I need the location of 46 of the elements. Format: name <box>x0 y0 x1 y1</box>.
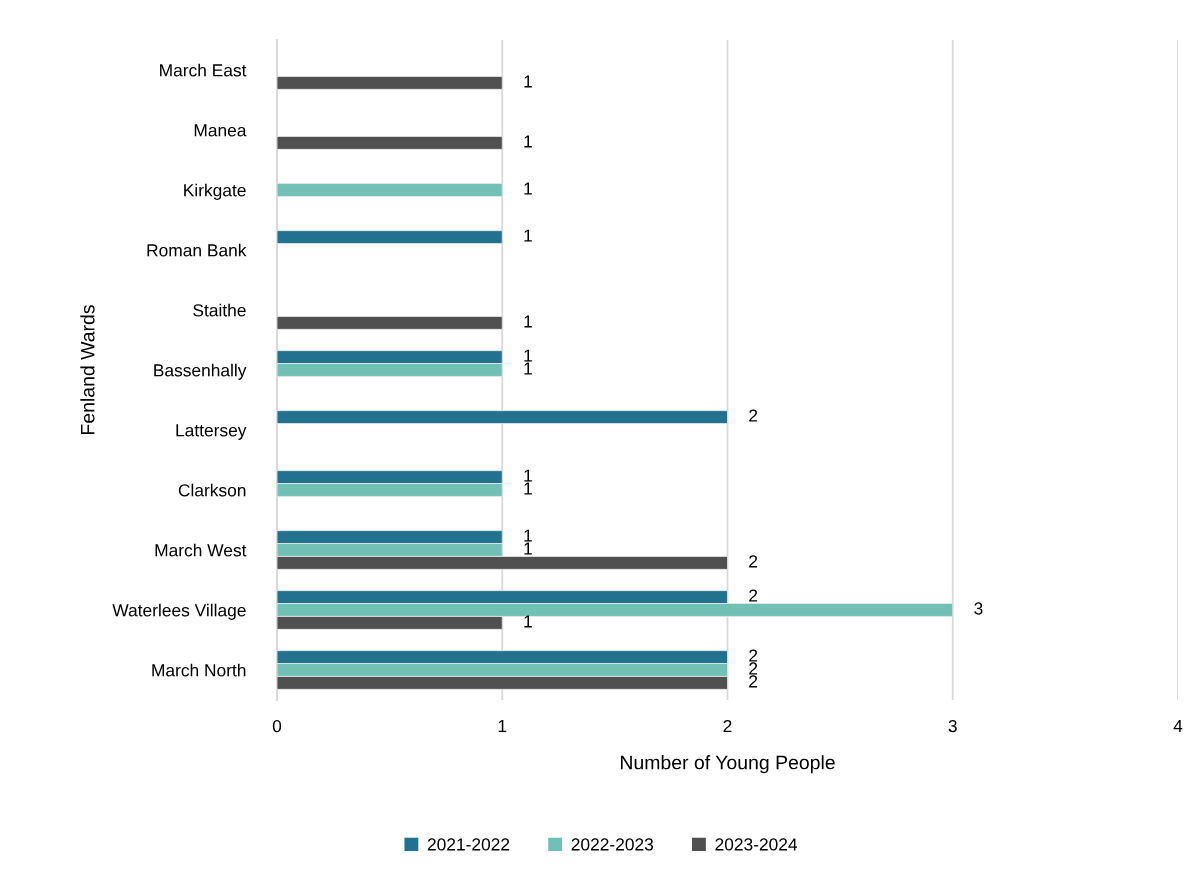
data-label: 1 <box>524 75 532 88</box>
y-tick-label: Bassenhally <box>154 363 247 380</box>
data-label: 1 <box>524 362 532 375</box>
x-tick-label: 1 <box>498 720 507 733</box>
data-label: 2 <box>749 662 758 675</box>
data-label: 1 <box>524 182 532 195</box>
data-label: 1 <box>524 229 532 242</box>
data-label: 3 <box>974 602 983 615</box>
data-label: 2 <box>749 555 758 568</box>
data-label: 1 <box>524 542 532 555</box>
y-tick-label: Roman Bank <box>147 243 247 257</box>
data-label: 2 <box>749 649 758 662</box>
x-tick-label: 3 <box>948 719 957 733</box>
data-label: 2 <box>749 675 758 688</box>
legend-label: 2021-2022 <box>427 838 510 851</box>
y-tick-label: Lattersey <box>176 424 247 440</box>
data-label: 1 <box>524 482 532 495</box>
bar <box>277 136 503 150</box>
x-tick-label: 0 <box>272 719 282 733</box>
bar <box>277 76 503 90</box>
data-label: 2 <box>749 409 758 422</box>
y-axis-title: Fenland Wards <box>80 305 95 434</box>
legend-label: 2023-2024 <box>715 838 798 851</box>
data-label: 1 <box>524 529 532 542</box>
y-tick-label: March East <box>160 63 247 77</box>
legend-label: 2022-2023 <box>571 838 654 851</box>
bar <box>277 183 503 197</box>
data-label: 1 <box>524 135 532 148</box>
bar <box>277 230 503 244</box>
y-tick-label: Kirkgate <box>184 183 246 200</box>
y-tick-label: Clarkson <box>178 483 246 497</box>
data-label: 1 <box>524 469 532 482</box>
y-tick-label: March North <box>152 663 246 677</box>
y-tick-label: Manea <box>194 124 247 137</box>
bar <box>277 316 503 330</box>
data-label: 1 <box>524 615 532 628</box>
x-axis-title: Number of Young People <box>620 755 835 774</box>
data-label: 2 <box>749 589 758 602</box>
bar <box>277 410 728 424</box>
x-tick-label: 2 <box>723 719 732 733</box>
data-label: 1 <box>524 349 532 362</box>
y-tick-label: Staithe <box>193 303 246 317</box>
data-label: 1 <box>524 315 532 328</box>
y-tick-label: March West <box>155 543 247 557</box>
y-tick-label: Waterlees Village <box>112 603 246 620</box>
x-tick-label: 4 <box>1173 720 1183 733</box>
